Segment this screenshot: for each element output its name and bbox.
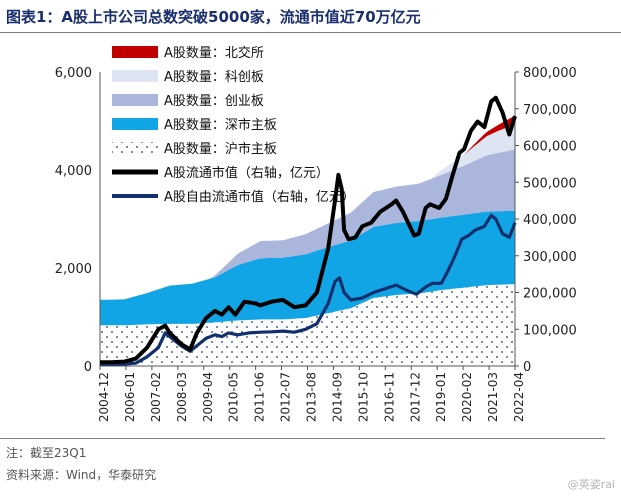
y-left-tick-label: 0 (84, 360, 92, 375)
area-sh-main (100, 284, 515, 366)
x-tick-label: 2013-08 (305, 372, 319, 422)
legend-label: A股流通市值（右轴，亿元） (164, 165, 329, 181)
x-tick-label: 2011-06 (253, 372, 267, 422)
legend-label: A股数量：深市主板 (164, 117, 277, 133)
legend-swatch (112, 118, 158, 130)
legend: A股数量：北交所 A股数量：科创板 A股数量：创业板 A股数量：深市主板 A股数量：沪市… (112, 45, 355, 205)
x-tick-label: 2012-07 (279, 372, 293, 422)
x-tick-label: 2007-02 (149, 372, 163, 422)
title-divider (0, 32, 621, 33)
y-right-tick-label: 600,000 (523, 140, 577, 155)
x-tick-label: 2004-12 (97, 372, 111, 422)
x-tick-label: 2022-04 (512, 372, 526, 422)
legend-label: A股数量：科创板 (164, 70, 264, 85)
y-right-tick-label: 100,000 (523, 323, 577, 338)
x-tick-label: 2009-04 (201, 372, 215, 422)
y-right-tick-label: 300,000 (523, 250, 577, 265)
y-left-tick-label: 6,000 (55, 66, 92, 81)
legend-swatch (112, 70, 158, 82)
legend-swatch (112, 142, 158, 154)
stacked-areas (100, 115, 515, 366)
y-right-tick-label: 500,000 (523, 176, 577, 191)
x-tick-label: 2006-01 (123, 372, 137, 422)
legend-label: A股数量：创业板 (164, 94, 264, 109)
x-tick-label: 2020-02 (460, 372, 474, 422)
area-chinext (100, 149, 515, 300)
x-tick-label: 2019-01 (434, 372, 448, 422)
x-tick-label: 2008-03 (175, 372, 189, 422)
area-sz-main (100, 210, 515, 326)
y-right-tick-label: 800,000 (523, 66, 577, 81)
lines (99, 95, 517, 366)
legend-label: A股数量：沪市主板 (164, 141, 277, 157)
chart-title: 图表1：A股上市公司总数突破5000家，流通市值近70万亿元 (6, 8, 421, 26)
y-left-tick-label: 4,000 (55, 164, 92, 179)
watermark: @英姿rai (567, 478, 615, 491)
tick-labels: 0 2,000 4,000 6,000 0 100,000 200,000 300,000 40… (55, 66, 577, 422)
legend-label: A股数量：北交所 (164, 45, 264, 61)
line-float-cap (99, 95, 517, 365)
footer-divider (0, 438, 605, 439)
chart: 0 2,000 4,000 6,000 0 100,000 200,000 300,000 40… (55, 45, 577, 422)
x-tick-label: 2015-10 (356, 372, 370, 422)
legend-label: A股自由流通市值（右轴，亿元） (164, 189, 355, 205)
y-right-tick-label: 200,000 (523, 287, 577, 302)
y-right-tick-label: 400,000 (523, 213, 577, 228)
x-tick-label: 2016-11 (382, 372, 396, 422)
x-tick-label: 2014-09 (330, 372, 344, 422)
chart-note: 注：截至23Q1 (6, 446, 87, 460)
legend-swatch (112, 94, 158, 106)
y-left-tick-label: 2,000 (55, 262, 92, 277)
x-tick-label: 2017-12 (408, 372, 422, 422)
y-right-tick-label: 700,000 (523, 103, 577, 118)
legend-swatch (112, 46, 158, 58)
y-right-tick-label: 0 (523, 360, 531, 375)
x-tick-label: 2010-05 (227, 372, 241, 422)
x-tick-label: 2021-03 (486, 372, 500, 422)
chart-source: 资料来源：Wind，华泰研究 (6, 468, 157, 482)
